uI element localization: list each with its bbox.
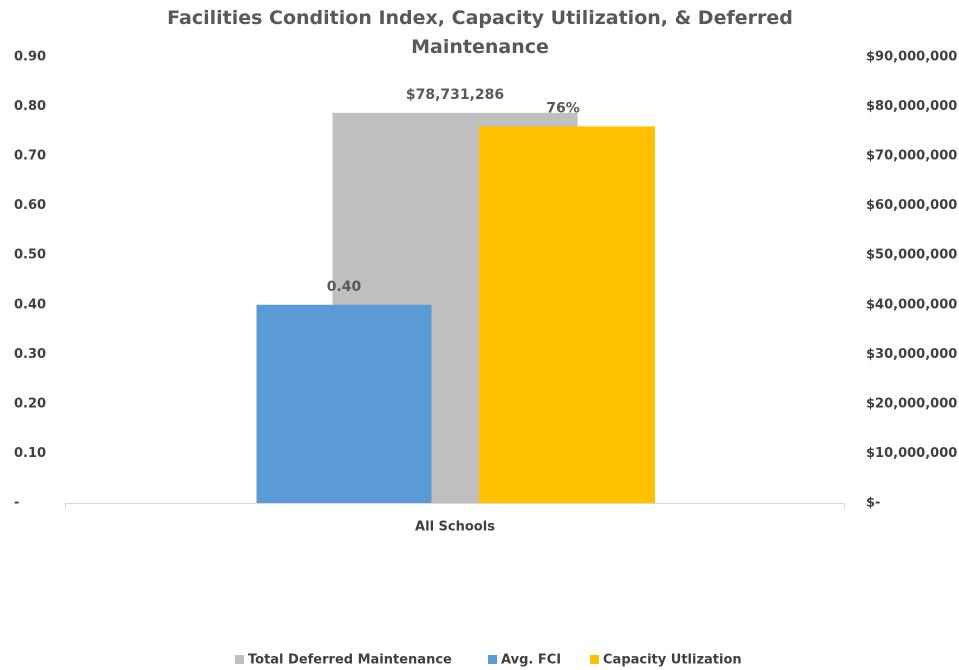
y-tick-label: 0.20 [14, 396, 46, 411]
y2-tick-label: $90,000,000 [866, 50, 957, 65]
legend-swatch [590, 655, 599, 664]
y-tick-label: 0.50 [14, 248, 46, 263]
y-tick-label: 0.30 [14, 347, 46, 362]
legend-label: Avg. FCI [501, 653, 561, 668]
y2-tick-label: $60,000,000 [866, 198, 957, 213]
y2-tick-label: $50,000,000 [866, 248, 957, 263]
data-label: $78,731,286 [406, 87, 504, 103]
y-tick-label: 0.60 [14, 198, 46, 213]
bar [479, 126, 655, 503]
y-tick-label: 0.40 [14, 297, 46, 312]
y2-tick-label: $10,000,000 [866, 446, 957, 461]
y-tick-label: 0.80 [14, 99, 46, 114]
data-label: 0.40 [327, 279, 362, 295]
y2-tick-label: $40,000,000 [866, 297, 957, 312]
data-label: 76% [546, 100, 580, 116]
y-tick-label: 0.10 [14, 446, 46, 461]
y2-tick-label: $80,000,000 [866, 99, 957, 114]
y2-tick-label: $20,000,000 [866, 396, 957, 411]
y-tick-label: 0.90 [14, 50, 46, 65]
y-tick-label: - [14, 496, 19, 511]
y2-tick-label: $30,000,000 [866, 347, 957, 362]
y2-tick-label: $70,000,000 [866, 149, 957, 164]
legend-swatch [235, 655, 244, 664]
chart-title: Facilities Condition Index, Capacity Uti… [167, 7, 793, 58]
bar [256, 304, 432, 503]
legend-label: Capacity Utlization [603, 653, 742, 668]
x-tick-label: All Schools [415, 520, 495, 535]
y-tick-label: 0.70 [14, 149, 46, 164]
legend-swatch [488, 655, 497, 664]
legend-label: Total Deferred Maintenance [248, 653, 452, 668]
y2-tick-label: $- [866, 496, 880, 511]
